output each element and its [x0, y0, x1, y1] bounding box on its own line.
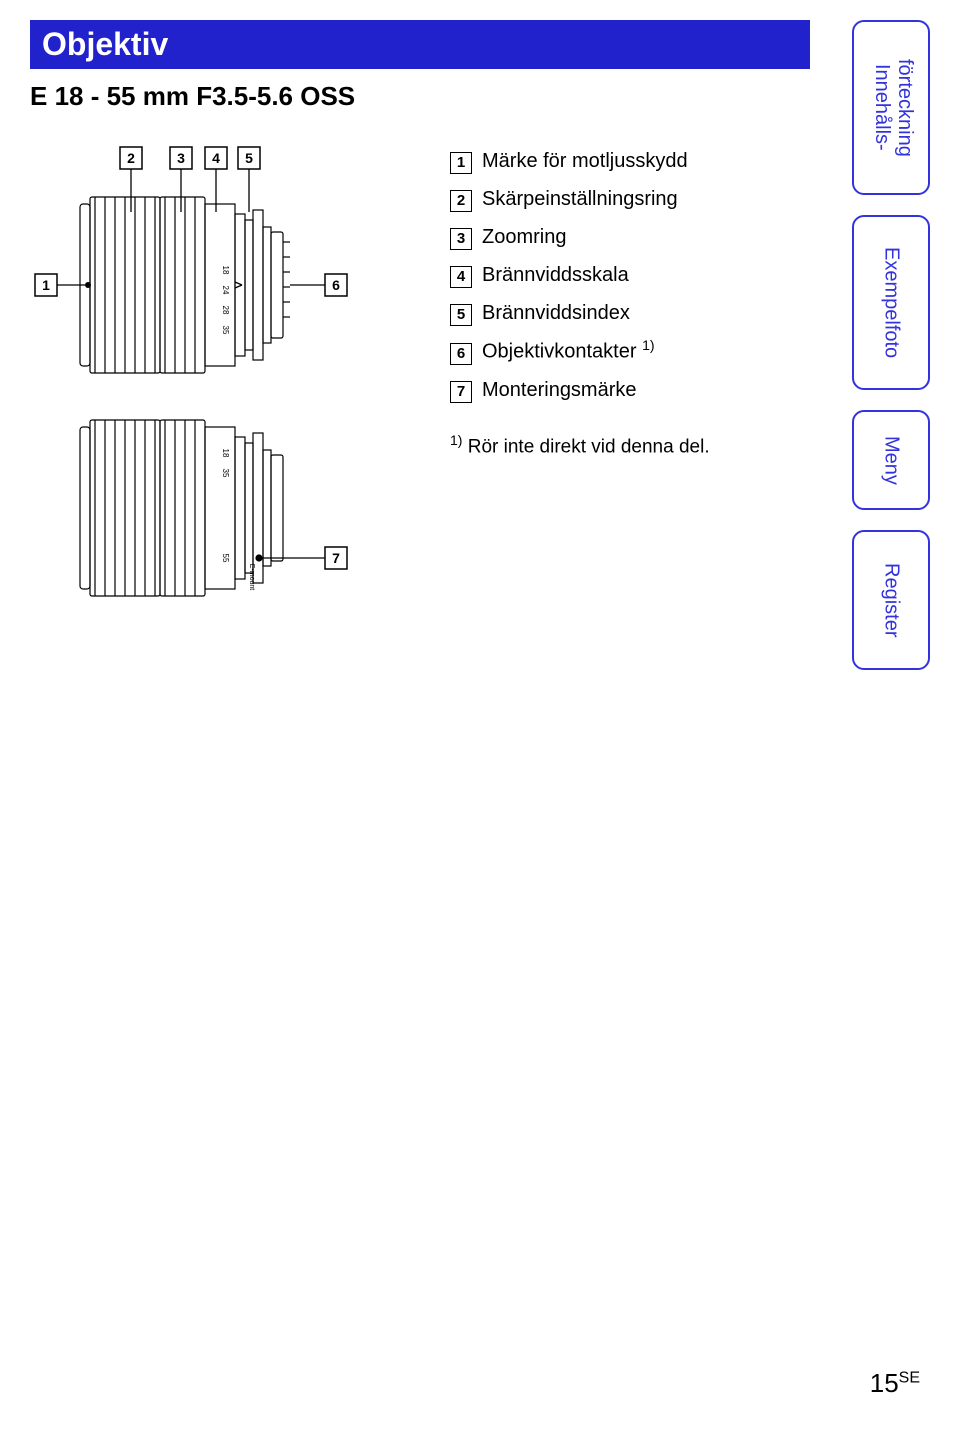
- part-label: Brännviddsindex: [482, 294, 630, 332]
- page-subtitle: E 18 - 55 mm F3.5-5.6 OSS: [30, 81, 920, 112]
- part-label: Brännviddsskala: [482, 256, 629, 294]
- tab-innehalls[interactable]: Innehålls- förteckning: [852, 20, 930, 195]
- footnote-ref: 1): [642, 337, 654, 353]
- footnote-text: Rör inte direkt vid denna del.: [468, 436, 710, 457]
- num-box: 6: [450, 343, 472, 365]
- footnote-num: 1): [450, 432, 462, 448]
- list-item: 4 Brännviddsskala: [450, 256, 920, 294]
- svg-text:35: 35: [221, 326, 230, 335]
- svg-text:24: 24: [221, 286, 230, 295]
- callout-5: 5: [245, 150, 253, 166]
- num-box: 2: [450, 190, 472, 212]
- page-title-bar: Objektiv: [30, 20, 810, 69]
- svg-text:18: 18: [221, 449, 230, 458]
- svg-text:55: 55: [221, 554, 230, 563]
- footnote: 1) Rör inte direkt vid denna del.: [450, 427, 920, 465]
- svg-text:E-mount: E-mount: [248, 564, 255, 591]
- svg-text:28: 28: [221, 306, 230, 315]
- tab-meny[interactable]: Meny: [852, 410, 930, 510]
- part-label: Skärpeinställningsring: [482, 180, 678, 218]
- list-item: 3 Zoomring: [450, 218, 920, 256]
- callout-4: 4: [212, 150, 220, 166]
- lens-bottom-diagram: 7: [30, 392, 410, 642]
- list-item: 2 Skärpeinställningsring: [450, 180, 920, 218]
- num-box: 7: [450, 381, 472, 403]
- num-box: 4: [450, 266, 472, 288]
- lens-side-diagram: 2 3 4 5: [30, 142, 410, 392]
- svg-text:35: 35: [221, 469, 230, 478]
- part-label: Monteringsmärke: [482, 371, 637, 409]
- tab-register[interactable]: Register: [852, 530, 930, 670]
- part-label: Objektivkontakter: [482, 341, 637, 363]
- list-item: 5 Brännviddsindex: [450, 294, 920, 332]
- page-title: Objektiv: [42, 26, 168, 62]
- diagram-column: 2 3 4 5: [30, 142, 410, 642]
- page-number: 15SE: [870, 1368, 920, 1399]
- callout-2: 2: [127, 150, 135, 166]
- callout-6: 6: [332, 277, 340, 293]
- list-item: 7 Monteringsmärke: [450, 371, 920, 409]
- callout-3: 3: [177, 150, 185, 166]
- num-box: 1: [450, 152, 472, 174]
- callout-7: 7: [332, 550, 340, 566]
- callout-1: 1: [42, 277, 50, 293]
- part-label: Zoomring: [482, 218, 566, 256]
- side-tabs: Innehålls- förteckning Exempelfoto Meny …: [852, 20, 930, 670]
- svg-text:18: 18: [221, 266, 230, 275]
- num-box: 3: [450, 228, 472, 250]
- num-box: 5: [450, 304, 472, 326]
- list-item: 6 Objektivkontakter 1): [450, 332, 920, 371]
- list-item: 1 Märke för motljusskydd: [450, 142, 920, 180]
- parts-list: 1 Märke för motljusskydd 2 Skärpeinställ…: [450, 142, 920, 465]
- part-label: Märke för motljusskydd: [482, 142, 688, 180]
- tab-exempelfoto[interactable]: Exempelfoto: [852, 215, 930, 390]
